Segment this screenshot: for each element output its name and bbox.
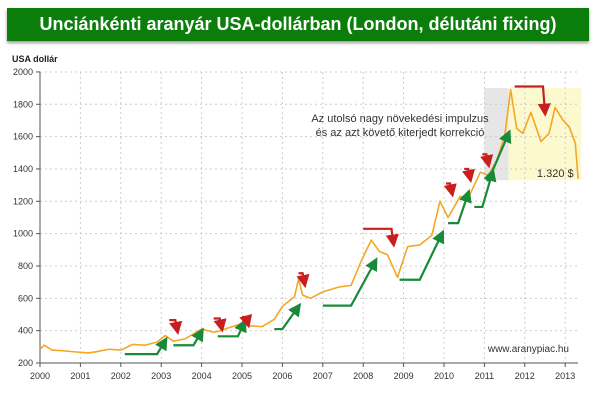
y-tick-label: 1800 xyxy=(13,99,33,109)
x-tick-label: 2002 xyxy=(111,371,131,381)
y-tick-label: 2000 xyxy=(13,67,33,77)
x-tick-label: 2007 xyxy=(313,371,333,381)
y-tick-label: 600 xyxy=(18,293,33,303)
correction-arrow xyxy=(296,272,310,289)
correction-arrow xyxy=(462,167,475,183)
impulse-arrow xyxy=(173,327,204,347)
x-tick-label: 2004 xyxy=(192,371,212,381)
gold-price-line xyxy=(39,88,579,354)
correction-arrow xyxy=(169,319,183,335)
y-tick-label: 1400 xyxy=(13,164,33,174)
impulse-arrow xyxy=(274,302,302,331)
x-tick-label: 2011 xyxy=(475,371,494,381)
annotation-line-1: Az utolsó nagy növekedési impulzus xyxy=(311,113,489,125)
correction-arrow xyxy=(239,313,253,329)
x-tick-label: 2006 xyxy=(272,371,292,381)
impulse-arrow xyxy=(448,189,472,225)
y-tick-label: 1000 xyxy=(13,229,33,239)
impulse-arrow xyxy=(124,336,168,356)
level-label: 1.320 $ xyxy=(537,168,574,180)
x-tick-label: 2003 xyxy=(151,371,171,381)
y-axis-label: USA dollár xyxy=(12,54,58,64)
y-tick-label: 1600 xyxy=(13,132,33,142)
impulse-arrow xyxy=(399,229,445,281)
impulse-arrow xyxy=(322,257,378,307)
x-tick-label: 2008 xyxy=(353,371,373,381)
correction-arrow xyxy=(514,85,551,117)
correction-arrow xyxy=(363,227,399,248)
x-tick-label: 2013 xyxy=(555,371,575,381)
x-tick-label: 2001 xyxy=(70,371,90,381)
x-tick-label: 2010 xyxy=(434,371,454,381)
y-tick-label: 800 xyxy=(18,261,33,271)
x-tick-label: 2012 xyxy=(515,371,535,381)
y-tick-label: 1200 xyxy=(13,196,33,206)
annotation-line-2: és az azt követő kiterjedt korrekció xyxy=(316,127,485,139)
watermark: www.aranypiac.hu xyxy=(487,344,569,355)
correction-arrow xyxy=(213,317,227,333)
chart-title: Unciánkénti aranyár USA-dollárban (Londo… xyxy=(7,8,589,41)
impulse-arrow xyxy=(486,129,512,182)
x-tick-label: 2005 xyxy=(232,371,252,381)
x-tick-label: 2000 xyxy=(30,371,50,381)
correction-arrow xyxy=(443,182,457,198)
y-tick-label: 400 xyxy=(18,326,33,336)
y-tick-label: 200 xyxy=(18,358,33,368)
impulse-arrow xyxy=(474,167,497,209)
x-tick-label: 2009 xyxy=(394,371,414,381)
correction-arrow xyxy=(480,153,494,169)
